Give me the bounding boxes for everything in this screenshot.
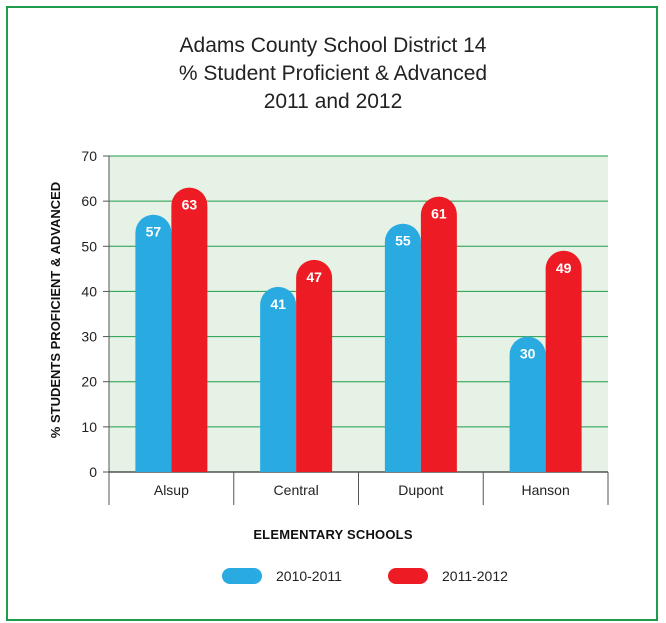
y-tick-label: 60 [81, 193, 97, 209]
y-tick-label: 40 [81, 283, 97, 299]
legend: 2010-2011 2011-2012 [0, 568, 666, 588]
bar [384, 223, 421, 472]
y-axis-title: % STUDENTS PROFICIENT & ADVANCED [48, 182, 63, 438]
chart-title-line-1: Adams County School District 14 [179, 34, 487, 57]
legend-swatch-series-1 [222, 568, 262, 584]
data-label: 30 [520, 346, 536, 362]
bar [171, 187, 208, 472]
bar [420, 196, 457, 472]
x-axis-title: ELEMENTARY SCHOOLS [253, 527, 413, 542]
legend-swatch-series-2 [388, 568, 428, 584]
y-tick-label: 0 [89, 464, 97, 480]
data-label: 47 [306, 269, 322, 285]
chart-title: Adams County School District 14 % Studen… [0, 32, 666, 116]
y-tick-label: 20 [81, 374, 97, 390]
bar [260, 286, 297, 472]
legend-label-series-2: 2011-2012 [442, 568, 508, 584]
bar [509, 336, 546, 472]
x-tick-label: Central [274, 482, 319, 498]
data-label: 61 [431, 206, 447, 222]
chart-title-line-3: 2011 and 2012 [263, 90, 403, 113]
legend-item-series-2: 2011-2012 [388, 568, 508, 584]
legend-item-series-1: 2010-2011 [222, 568, 342, 584]
y-tick-label: 50 [81, 238, 97, 254]
legend-label-series-1: 2010-2011 [276, 568, 342, 584]
data-label: 55 [395, 233, 411, 249]
data-label: 41 [270, 296, 286, 312]
bar [296, 259, 333, 472]
data-label: 63 [182, 197, 198, 213]
chart-title-line-2: % Student Proficient & Advanced [178, 62, 488, 85]
y-tick-label: 10 [81, 419, 97, 435]
y-tick-label: 70 [81, 148, 97, 164]
x-tick-label: Dupont [398, 482, 443, 498]
x-tick-label: Hanson [521, 482, 569, 498]
data-label: 49 [556, 260, 572, 276]
y-tick-label: 30 [81, 329, 97, 345]
bar [135, 214, 172, 473]
x-tick-label: Alsup [154, 482, 189, 498]
bar [545, 250, 582, 472]
data-label: 57 [146, 224, 162, 240]
